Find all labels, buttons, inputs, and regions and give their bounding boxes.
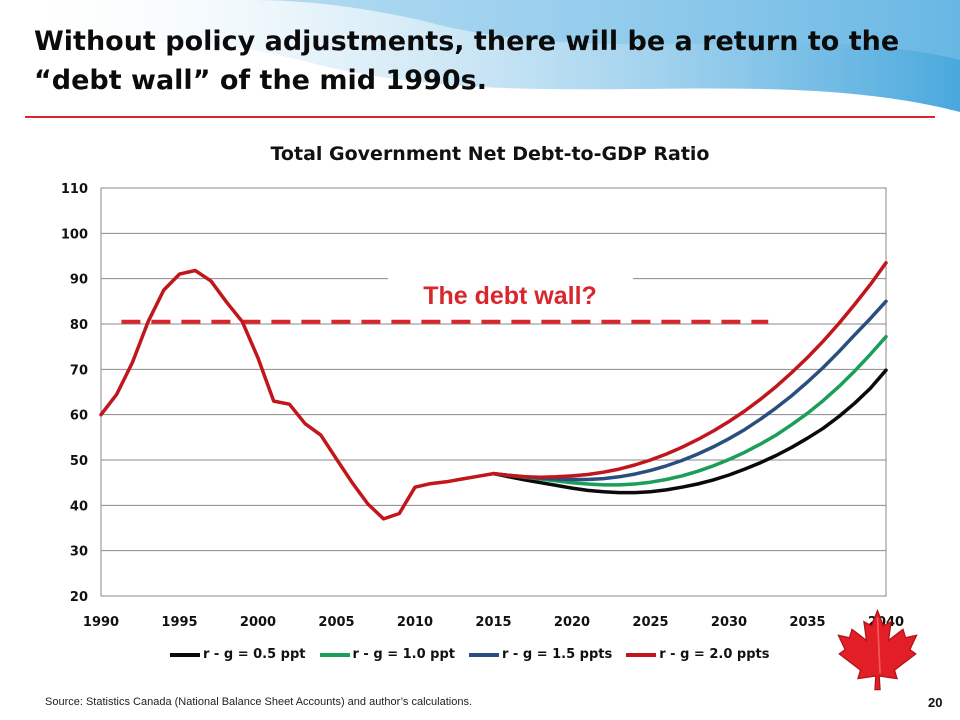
- y-tick-label-80: 80: [70, 318, 88, 333]
- legend-item-1: r - g = 1.0 ppt: [319, 647, 456, 662]
- legend-item-0: r - g = 0.5 ppt: [170, 647, 306, 662]
- legend-item-2: r - g = 1.5 ppts: [469, 647, 612, 662]
- legend-swatch-2: [469, 652, 499, 657]
- x-tick-label-2005: 2005: [318, 615, 354, 630]
- legend-swatch-3: [626, 652, 657, 657]
- title-divider: [25, 116, 935, 118]
- y-tick-label-90: 90: [70, 273, 88, 288]
- series-line-2: [491, 299, 888, 482]
- x-tick-label-2010: 2010: [397, 615, 433, 630]
- slide-title: Without policy adjustments, there will b…: [34, 26, 900, 96]
- legend-swatch-1: [319, 652, 350, 657]
- y-tick-label-70: 70: [70, 363, 88, 378]
- series-line-1: [491, 334, 888, 487]
- historical-line: [99, 268, 496, 521]
- series-line-0: [491, 368, 888, 495]
- x-tick-label-2000: 2000: [240, 615, 276, 630]
- y-tick-label-30: 30: [70, 545, 88, 560]
- plot-area: [100, 187, 887, 597]
- chart-title: Total Government Net Debt-to-GDP Ratio: [270, 143, 710, 165]
- series-line-3: [491, 261, 888, 479]
- legend-item-3: r - g = 2.0 ppts: [626, 647, 769, 662]
- annotation-box: [388, 276, 633, 312]
- y-tick-label-20: 20: [70, 590, 88, 605]
- maple-leaf-icon: [837, 608, 918, 691]
- legend-label-2: r - g = 1.5 ppts: [502, 647, 613, 662]
- x-tick-label-1990: 1990: [83, 615, 119, 630]
- x-tick-label-2035: 2035: [789, 615, 825, 630]
- y-tick-label-60: 60: [70, 409, 88, 424]
- chart-legend: r - g = 0.5 ppt r - g = 1.0 ppt r - g = …: [170, 647, 783, 662]
- legend-label-0: r - g = 0.5 ppt: [203, 647, 306, 662]
- legend-label-1: r - g = 1.0 ppt: [352, 647, 456, 662]
- x-tick-label-2025: 2025: [632, 615, 668, 630]
- annotation-debt-wall: The debt wall?: [423, 282, 597, 310]
- x-tick-label-2030: 2030: [711, 615, 747, 630]
- source-note: Source: Statistics Canada (National Bala…: [45, 696, 473, 708]
- x-tick-label-1995: 1995: [161, 615, 197, 630]
- y-tick-label-110: 110: [61, 182, 88, 197]
- x-tick-label-2020: 2020: [554, 615, 590, 630]
- y-tick-label-40: 40: [70, 499, 88, 514]
- legend-swatch-0: [170, 652, 200, 657]
- y-tick-label-50: 50: [70, 454, 88, 469]
- legend-label-3: r - g = 2.0 ppts: [659, 647, 770, 662]
- x-tick-label-2015: 2015: [475, 615, 511, 630]
- page-number: 20: [928, 695, 943, 710]
- y-tick-label-100: 100: [61, 227, 88, 242]
